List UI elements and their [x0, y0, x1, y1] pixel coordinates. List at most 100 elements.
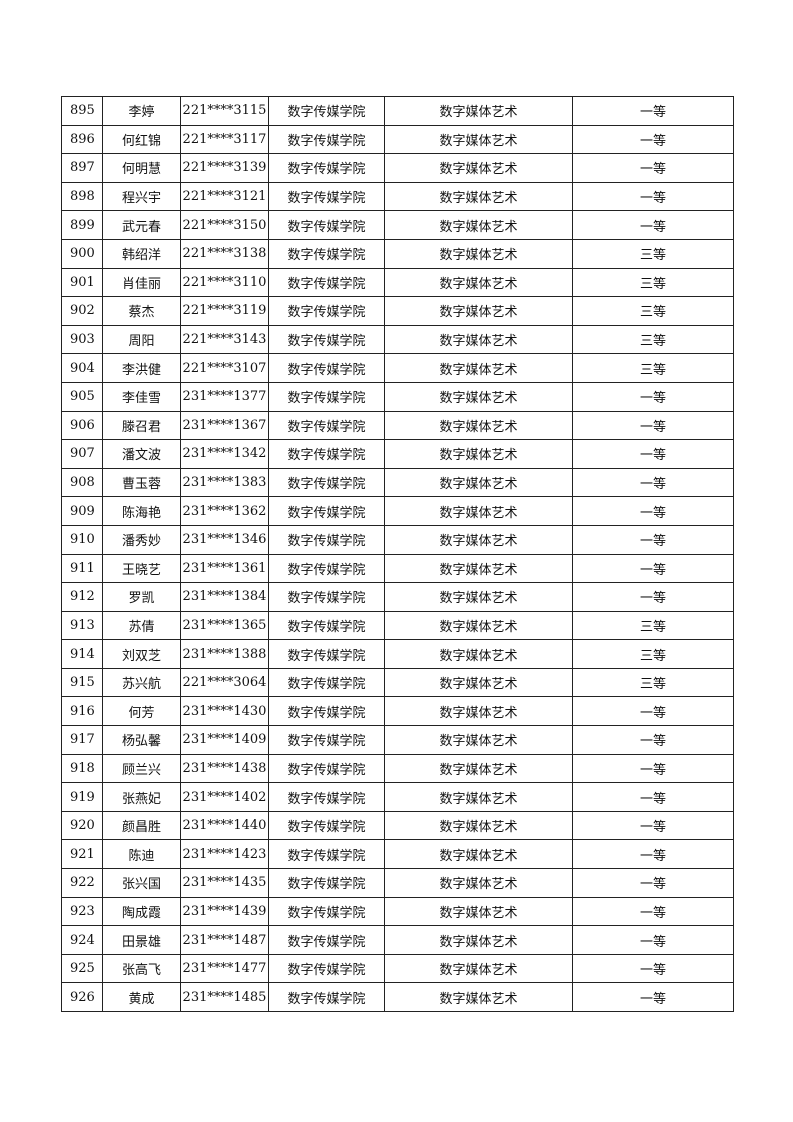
row-number-cell: 909 — [61, 496, 103, 526]
student-name-cell: 王晓艺 — [102, 553, 181, 584]
major-cell: 数字媒体艺术 — [384, 496, 573, 526]
college-cell: 数字传媒学院 — [268, 210, 385, 240]
table-row: 918 顾兰兴 231****1438 数字传媒学院 数字媒体艺术 一等 — [61, 753, 734, 784]
major-cell: 数字媒体艺术 — [384, 96, 573, 126]
award-level-cell: 一等 — [572, 782, 734, 812]
student-name-cell: 陈迪 — [102, 839, 181, 870]
row-number-cell: 902 — [61, 296, 103, 326]
student-name-cell: 刘双芝 — [102, 639, 181, 669]
student-name-cell: 周阳 — [102, 324, 181, 355]
student-name-cell: 张燕妃 — [102, 782, 181, 812]
row-number-cell: 906 — [61, 410, 103, 441]
major-cell: 数字媒体艺术 — [384, 553, 573, 584]
award-level-cell: 一等 — [572, 153, 734, 183]
college-cell: 数字传媒学院 — [268, 410, 385, 441]
table-row: 907 潘文波 231****1342 数字传媒学院 数字媒体艺术 一等 — [61, 439, 734, 469]
award-level-cell: 一等 — [572, 810, 734, 841]
row-number-cell: 904 — [61, 353, 103, 383]
table-row: 895 李婷 221****3115 数字传媒学院 数字媒体艺术 一等 — [61, 96, 734, 126]
student-id-cell: 231****1342 — [180, 439, 269, 469]
college-cell: 数字传媒学院 — [268, 467, 385, 498]
table-row: 926 黄成 231****1485 数字传媒学院 数字媒体艺术 一等 — [61, 982, 734, 1012]
award-level-cell: 三等 — [572, 238, 734, 269]
table-row: 921 陈迪 231****1423 数字传媒学院 数字媒体艺术 一等 — [61, 839, 734, 870]
college-cell: 数字传媒学院 — [268, 753, 385, 784]
award-level-cell: 三等 — [572, 353, 734, 383]
student-id-cell: 221****3115 — [180, 96, 269, 126]
award-level-cell: 一等 — [572, 582, 734, 612]
college-cell: 数字传媒学院 — [268, 667, 385, 698]
college-cell: 数字传媒学院 — [268, 353, 385, 383]
student-id-cell: 231****1402 — [180, 782, 269, 812]
table-row: 899 武元春 221****3150 数字传媒学院 数字媒体艺术 一等 — [61, 210, 734, 240]
student-id-cell: 231****1423 — [180, 839, 269, 870]
table-row: 909 陈海艳 231****1362 数字传媒学院 数字媒体艺术 一等 — [61, 496, 734, 526]
student-id-cell: 231****1365 — [180, 610, 269, 641]
row-number-cell: 910 — [61, 524, 103, 555]
award-level-cell: 三等 — [572, 324, 734, 355]
award-level-cell: 一等 — [572, 496, 734, 526]
table-row: 904 李洪健 221****3107 数字传媒学院 数字媒体艺术 三等 — [61, 353, 734, 383]
college-cell: 数字传媒学院 — [268, 725, 385, 755]
table-row: 923 陶成霞 231****1439 数字传媒学院 数字媒体艺术 一等 — [61, 896, 734, 927]
student-name-cell: 颜昌胜 — [102, 810, 181, 841]
major-cell: 数字媒体艺术 — [384, 839, 573, 870]
row-number-cell: 925 — [61, 953, 103, 984]
award-level-cell: 一等 — [572, 925, 734, 955]
college-cell: 数字传媒学院 — [268, 496, 385, 526]
student-name-cell: 苏兴航 — [102, 667, 181, 698]
student-name-cell: 李佳雪 — [102, 381, 181, 412]
student-name-cell: 陈海艳 — [102, 496, 181, 526]
table-row: 902 蔡杰 221****3119 数字传媒学院 数字媒体艺术 三等 — [61, 296, 734, 326]
row-number-cell: 900 — [61, 238, 103, 269]
major-cell: 数字媒体艺术 — [384, 782, 573, 812]
row-number-cell: 895 — [61, 96, 103, 126]
row-number-cell: 907 — [61, 439, 103, 469]
award-level-cell: 一等 — [572, 439, 734, 469]
student-id-cell: 221****3121 — [180, 181, 269, 212]
major-cell: 数字媒体艺术 — [384, 467, 573, 498]
table-row: 919 张燕妃 231****1402 数字传媒学院 数字媒体艺术 一等 — [61, 782, 734, 812]
table-row: 922 张兴国 231****1435 数字传媒学院 数字媒体艺术 一等 — [61, 868, 734, 898]
college-cell: 数字传媒学院 — [268, 524, 385, 555]
row-number-cell: 921 — [61, 839, 103, 870]
student-name-cell: 李婷 — [102, 96, 181, 126]
row-number-cell: 924 — [61, 925, 103, 955]
table-row: 901 肖佳丽 221****3110 数字传媒学院 数字媒体艺术 三等 — [61, 267, 734, 298]
table-row: 898 程兴宇 221****3121 数字传媒学院 数字媒体艺术 一等 — [61, 181, 734, 212]
table-row: 910 潘秀妙 231****1346 数字传媒学院 数字媒体艺术 一等 — [61, 524, 734, 555]
student-id-cell: 231****1367 — [180, 410, 269, 441]
college-cell: 数字传媒学院 — [268, 181, 385, 212]
row-number-cell: 899 — [61, 210, 103, 240]
student-id-cell: 231****1384 — [180, 582, 269, 612]
major-cell: 数字媒体艺术 — [384, 267, 573, 298]
award-level-cell: 一等 — [572, 467, 734, 498]
student-id-cell: 221****3117 — [180, 124, 269, 155]
row-number-cell: 896 — [61, 124, 103, 155]
college-cell: 数字传媒学院 — [268, 153, 385, 183]
major-cell: 数字媒体艺术 — [384, 582, 573, 612]
major-cell: 数字媒体艺术 — [384, 868, 573, 898]
row-number-cell: 913 — [61, 610, 103, 641]
row-number-cell: 905 — [61, 381, 103, 412]
table-row: 905 李佳雪 231****1377 数字传媒学院 数字媒体艺术 一等 — [61, 381, 734, 412]
row-number-cell: 926 — [61, 982, 103, 1012]
award-level-cell: 三等 — [572, 667, 734, 698]
major-cell: 数字媒体艺术 — [384, 124, 573, 155]
award-level-cell: 三等 — [572, 610, 734, 641]
student-name-cell: 蔡杰 — [102, 296, 181, 326]
student-id-cell: 231****1477 — [180, 953, 269, 984]
college-cell: 数字传媒学院 — [268, 925, 385, 955]
college-cell: 数字传媒学院 — [268, 810, 385, 841]
major-cell: 数字媒体艺术 — [384, 210, 573, 240]
major-cell: 数字媒体艺术 — [384, 639, 573, 669]
college-cell: 数字传媒学院 — [268, 582, 385, 612]
table-row: 908 曹玉蓉 231****1383 数字传媒学院 数字媒体艺术 一等 — [61, 467, 734, 498]
major-cell: 数字媒体艺术 — [384, 238, 573, 269]
table-row: 914 刘双芝 231****1388 数字传媒学院 数字媒体艺术 三等 — [61, 639, 734, 669]
major-cell: 数字媒体艺术 — [384, 296, 573, 326]
college-cell: 数字传媒学院 — [268, 610, 385, 641]
college-cell: 数字传媒学院 — [268, 96, 385, 126]
major-cell: 数字媒体艺术 — [384, 353, 573, 383]
table-row: 913 苏倩 231****1365 数字传媒学院 数字媒体艺术 三等 — [61, 610, 734, 641]
